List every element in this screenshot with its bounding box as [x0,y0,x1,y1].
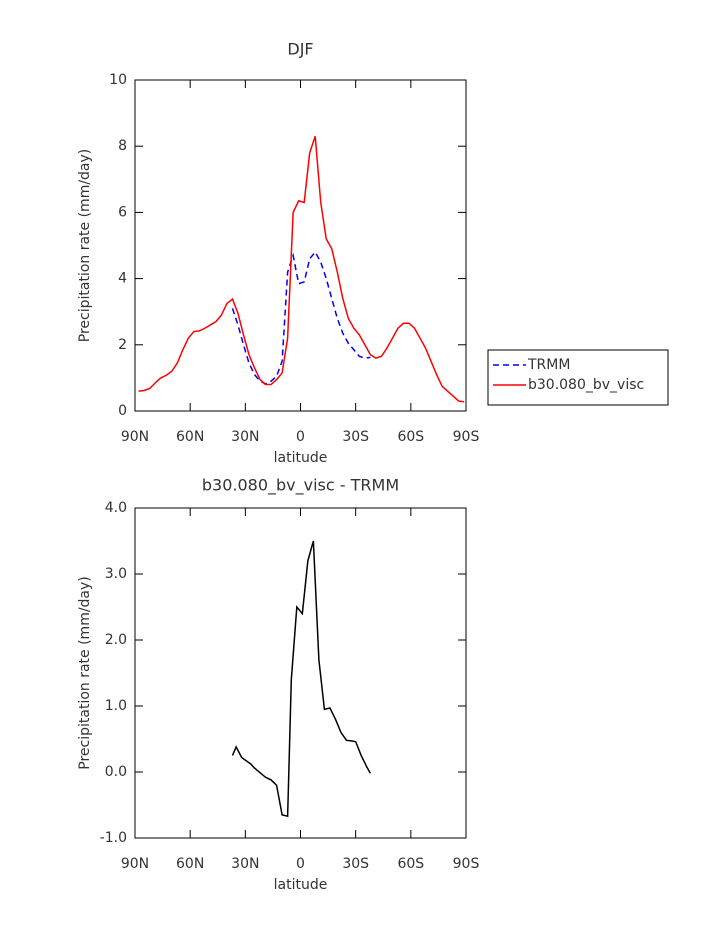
x-tick-label: 60N [176,429,204,445]
y-tick-label: 6 [118,204,127,220]
y-tick-label: 2.0 [105,632,127,648]
legend-label: b30.080_bv_visc [528,377,644,393]
data-line [231,540,372,818]
x-tick-label: 90S [453,429,480,445]
x-tick-label: 30N [231,856,259,872]
y-tick-label: 0.0 [105,764,127,780]
x-tick-label: 90N [121,429,149,445]
y-tick-label: 10 [109,72,127,88]
x-tick-label: 30N [231,429,259,445]
x-tick-label: 60S [397,429,424,445]
data-line [138,136,465,403]
x-tick-label: 60N [176,856,204,872]
x-axis-label: latitude [274,877,328,893]
chart-title: b30.080_bv_visc - TRMM [202,476,399,496]
x-tick-label: 60S [397,856,424,872]
x-tick-label: 30S [342,429,369,445]
y-tick-label: 2 [118,337,127,353]
y-tick-label: -1.0 [100,830,127,846]
y-tick-label: 1.0 [105,698,127,714]
x-axis-label: latitude [274,450,328,466]
legend-box [487,349,669,406]
y-tick-label: 4.0 [105,500,127,516]
y-tick-label: 0 [118,403,127,419]
chart-title: DJF [287,40,313,59]
x-tick-label: 90N [121,856,149,872]
y-tick-label: 8 [118,138,127,154]
x-tick-label: 0 [296,856,305,872]
x-tick-label: 0 [296,429,305,445]
x-tick-label: 30S [342,856,369,872]
legend-label: TRMM [527,357,570,373]
plot-frame [134,79,467,412]
y-tick-label: 3.0 [105,566,127,582]
x-tick-label: 90S [453,856,480,872]
y-axis-label: Precipitation rate (mm/day) [77,576,93,770]
data-line [231,250,371,385]
y-tick-label: 4 [118,271,127,287]
y-axis-label: Precipitation rate (mm/day) [77,149,93,343]
plot-frame [134,507,467,839]
